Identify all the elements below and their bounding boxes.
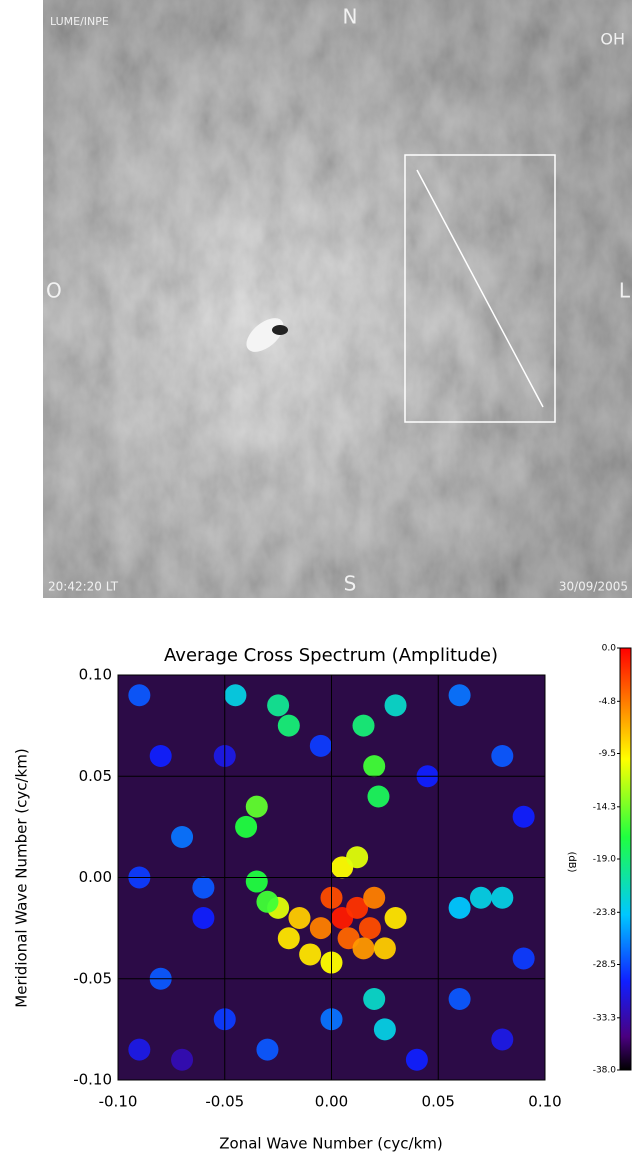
spectral-cell (491, 745, 514, 767)
x-axis-title: Zonal Wave Number (cyc/km) (219, 1135, 442, 1153)
spectral-cell (245, 795, 268, 818)
emission-label: OH (600, 30, 625, 49)
spectral-cell (352, 714, 375, 737)
spectral-cell (448, 684, 471, 707)
y-tick-label: -0.05 (73, 969, 112, 987)
colorbar-title: (dB) (566, 851, 577, 872)
spectral-cell (358, 917, 381, 940)
x-tick-label: 0.05 (422, 1093, 455, 1111)
y-tick-label: 0.05 (79, 767, 112, 785)
colorbar (619, 647, 632, 1071)
spectral-cell (128, 1038, 151, 1061)
spectral-cell (448, 988, 471, 1010)
x-tick-label: -0.10 (99, 1093, 138, 1111)
colorbar-tick-label: -4.8 (598, 697, 616, 707)
spectral-cell (245, 870, 268, 893)
plot: -0.10 -0.05 0.00 0.05 0.10 -0.10 -0.05 0.00 0.05… (73, 666, 562, 1111)
spectral-cell (352, 937, 375, 960)
x-tick-label: 0.00 (315, 1093, 348, 1111)
south-label: S (344, 572, 357, 596)
spectral-cell (367, 785, 390, 808)
colorbar-tick-label: -28.5 (593, 960, 616, 970)
spectral-cell (192, 876, 215, 899)
plot-frame (117, 674, 546, 1081)
north-label: N (343, 5, 358, 29)
spectral-cell (277, 714, 300, 737)
spectral-cell (171, 1048, 194, 1071)
spectral-cell (256, 890, 279, 913)
spectral-cell (192, 907, 215, 929)
y-tick-label: -0.10 (73, 1071, 112, 1089)
east-label: L (619, 279, 631, 303)
spectral-cell (288, 907, 311, 929)
colorbar-tick-label: -19.0 (593, 855, 617, 865)
spectral-cell (309, 734, 332, 757)
west-label: O (46, 279, 62, 303)
colorbar-tick-label: -38.0 (593, 1066, 617, 1076)
spectral-cell (512, 805, 535, 828)
spectral-cell (491, 886, 514, 909)
spectral-cell (171, 826, 194, 848)
chart-title: Average Cross Spectrum (Amplitude) (164, 645, 498, 666)
spectral-cell (149, 745, 172, 767)
colorbar-tick-label: -14.3 (593, 802, 616, 812)
spectral-cell (512, 947, 535, 970)
spectral-cell (128, 684, 151, 707)
cells (128, 684, 535, 1071)
wave-line (416, 169, 544, 408)
time-label: 20:42:20 LT (48, 580, 119, 594)
y-axis-title: Meridional Wave Number (cyc/km) (13, 748, 31, 1007)
source-label: LUME/INPE (50, 15, 109, 28)
y-tick-label: 0.10 (79, 666, 112, 684)
spectral-cell (491, 1028, 514, 1051)
spectral-cell (469, 886, 492, 909)
spectral-cell (384, 694, 407, 717)
spectral-cell (256, 1038, 279, 1061)
spectral-cell (346, 846, 369, 869)
spectral-cell (277, 927, 300, 950)
spectral-cell (363, 755, 386, 778)
colorbar-tick-label: -9.5 (598, 749, 616, 759)
y-tick-label: 0.00 (79, 868, 112, 886)
airglow-image: LUME/INPE N OH O L S 20:42:20 LT 30/09/2… (43, 0, 632, 598)
spectral-cell (363, 988, 386, 1010)
spectral-cell (405, 1048, 428, 1071)
spectral-cell (363, 886, 386, 909)
spectral-cell (448, 896, 471, 919)
x-tick-label: 0.10 (528, 1093, 561, 1111)
colorbar-tick-label: -33.3 (593, 1013, 616, 1023)
date-label: 30/09/2005 (559, 580, 628, 594)
spectral-cell (309, 917, 332, 940)
spectral-cell (299, 943, 322, 966)
x-tick-label: -0.05 (205, 1093, 244, 1111)
spectral-cell (384, 907, 407, 929)
colorbar-tick-label: 0.0 (602, 644, 617, 654)
spectral-cell (373, 937, 396, 960)
spectral-cell (235, 815, 258, 838)
spectral-cell (267, 694, 290, 717)
spectral-cell (373, 1018, 396, 1041)
colorbar-tick-label: -23.8 (593, 908, 617, 918)
spectral-cell (346, 896, 369, 919)
analysis-box (404, 154, 556, 423)
spectral-cell (224, 684, 247, 707)
